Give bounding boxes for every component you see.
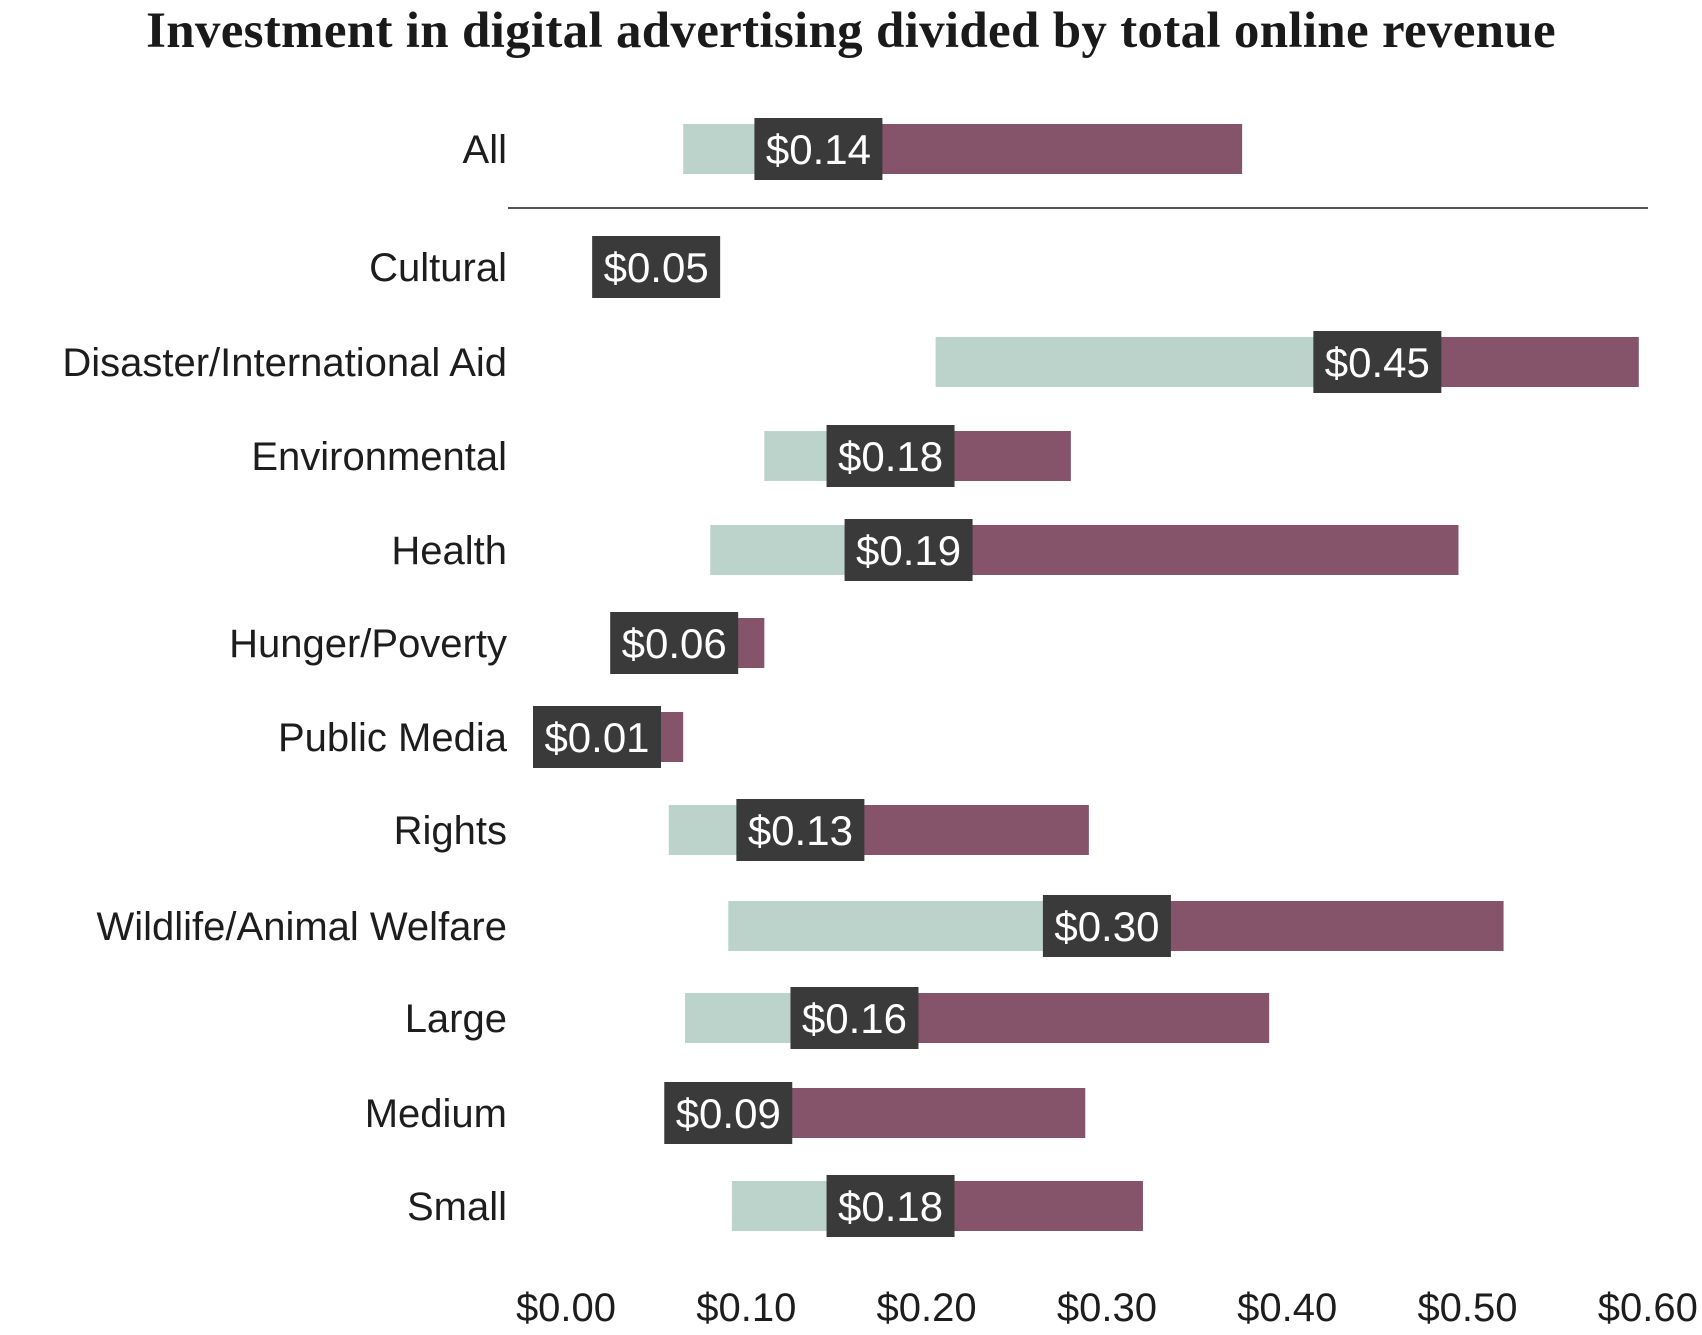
upper-range-bar [1106,901,1504,951]
value-label-box [664,1082,793,1144]
value-label-box [844,519,973,581]
value-label: $0.06 [622,620,727,667]
category-label: Hunger/Poverty [229,622,507,666]
value-label-box [826,1175,955,1237]
x-tick-label: $0.10 [696,1286,796,1330]
value-label: $0.05 [604,244,709,291]
x-tick-label: $0.60 [1598,1286,1698,1330]
value-label-box [754,118,883,180]
category-label: Rights [394,809,507,853]
chart-title: Investment in digital advertising divide… [146,3,1556,59]
x-tick-label: $0.30 [1057,1286,1157,1330]
value-label: $0.18 [838,433,943,480]
value-label-box [592,236,721,298]
category-label: Cultural [369,246,507,290]
value-label: $0.45 [1325,339,1430,386]
value-label: $0.14 [766,126,871,173]
value-label-box [1313,331,1442,393]
value-label: $0.16 [802,995,907,1042]
category-label: Wildlife/Animal Welfare [97,905,508,949]
category-label: Disaster/International Aid [62,341,507,385]
category-label: All [463,128,507,172]
value-label-box [790,987,919,1049]
upper-range-bar [818,124,1243,174]
x-tick-label: $0.40 [1237,1286,1337,1330]
value-label: $0.01 [544,714,649,761]
value-label-box [533,706,661,768]
x-tick-label: $0.50 [1417,1286,1517,1330]
category-label: Large [405,997,507,1041]
value-label: $0.30 [1054,903,1159,950]
category-label: Environmental [251,435,507,479]
value-label-box [736,799,865,861]
upper-range-bar [908,525,1459,575]
value-label-box [826,425,955,487]
value-label: $0.09 [676,1090,781,1137]
category-label: Small [407,1185,507,1229]
category-label: Medium [365,1092,507,1136]
lower-range-bar [935,337,1378,387]
x-tick-label: $0.00 [516,1286,616,1330]
value-label: $0.18 [838,1183,943,1230]
value-label: $0.13 [748,807,853,854]
value-label-box [1042,895,1171,957]
category-label: Health [391,529,507,573]
category-label: Public Media [278,716,508,760]
value-label-box [610,612,739,674]
x-tick-label: $0.20 [877,1286,977,1330]
value-label: $0.19 [856,527,961,574]
upper-range-bar [854,993,1270,1043]
